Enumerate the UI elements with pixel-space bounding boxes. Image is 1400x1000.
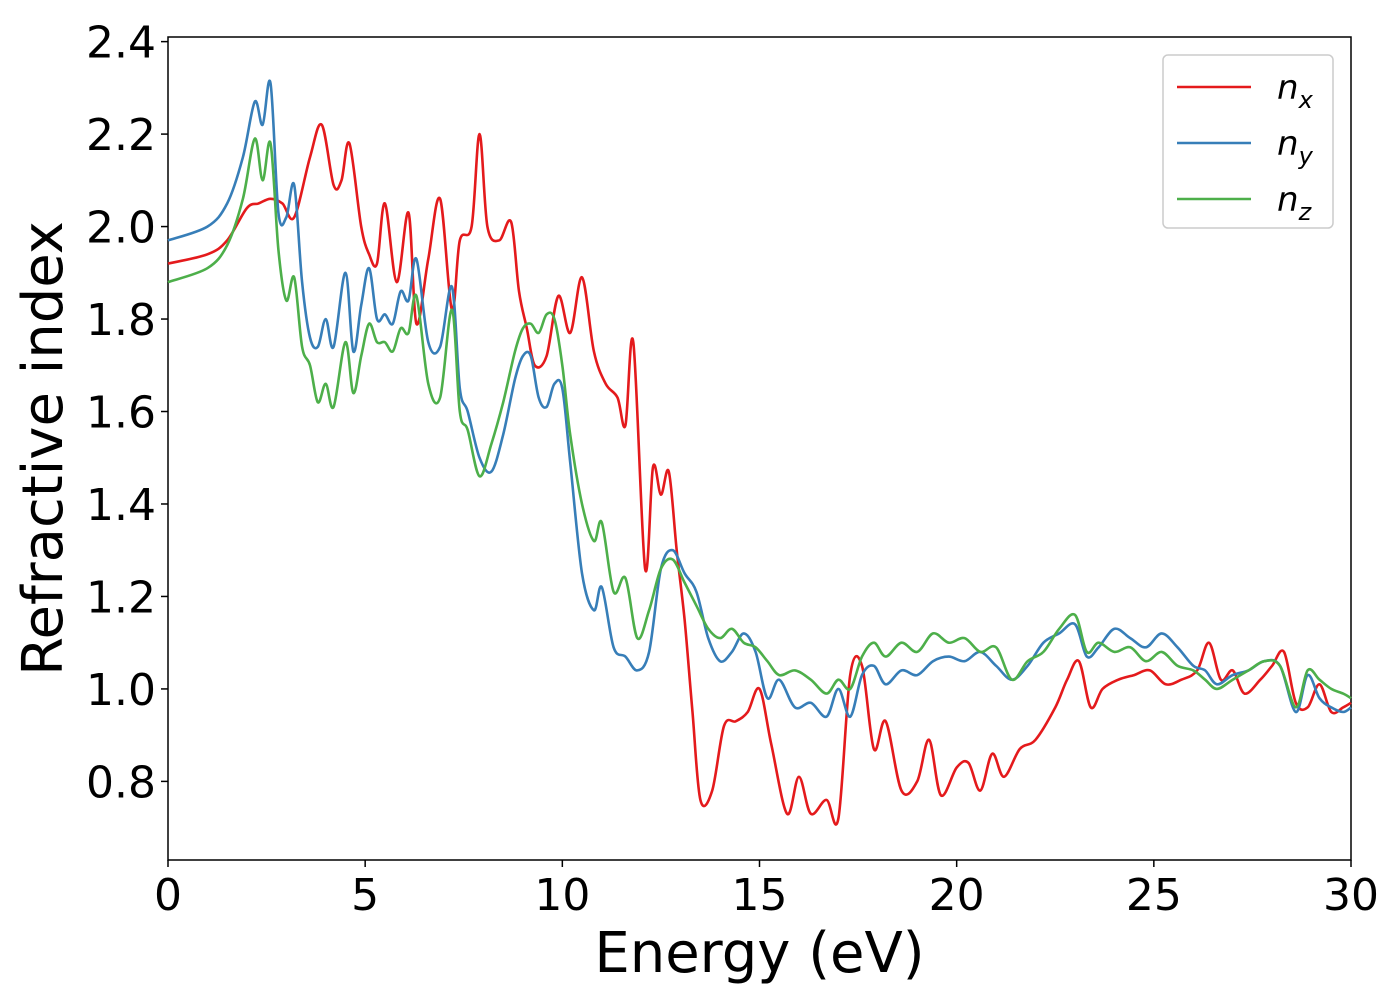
legend-label-n-x: nx xyxy=(1277,68,1314,114)
x-tick-label: 30 xyxy=(1323,870,1379,921)
y-tick-label: 1.8 xyxy=(86,295,156,346)
series-layer xyxy=(167,79,1352,826)
x-tick-label: 15 xyxy=(732,870,788,921)
y-tick-label: 2.0 xyxy=(86,203,156,254)
legend-label-n-z: nz xyxy=(1277,180,1313,226)
y-tick-label: 1.0 xyxy=(86,665,156,716)
legend-box xyxy=(1162,54,1334,229)
legend-label-n-y: ny xyxy=(1277,124,1314,170)
x-tick-label: 25 xyxy=(1126,870,1182,921)
y-tick-label: 1.2 xyxy=(86,572,156,623)
series-line-n-z xyxy=(167,137,1352,709)
y-tick-label: 1.4 xyxy=(86,480,156,531)
x-tick-label: 5 xyxy=(351,870,379,921)
y-tick-label: 2.4 xyxy=(86,18,156,69)
legend: nx ny nz xyxy=(1162,54,1334,229)
x-axis-ticks: 0 5 10 15 20 25 30 xyxy=(154,860,1379,921)
y-tick-label: 2.2 xyxy=(86,110,156,161)
y-axis-title: Refractive index xyxy=(11,221,76,676)
x-axis-title: Energy (eV) xyxy=(594,921,924,986)
y-tick-label: 1.6 xyxy=(86,388,156,439)
y-axis-ticks: 0.8 1.0 1.2 1.4 1.6 1.8 2.0 2.2 2.4 xyxy=(86,18,168,808)
y-tick-label: 0.8 xyxy=(86,757,156,808)
x-tick-label: 20 xyxy=(929,870,985,921)
series-line-n-x xyxy=(167,122,1352,826)
x-tick-label: 10 xyxy=(534,870,590,921)
x-tick-label: 0 xyxy=(154,870,182,921)
